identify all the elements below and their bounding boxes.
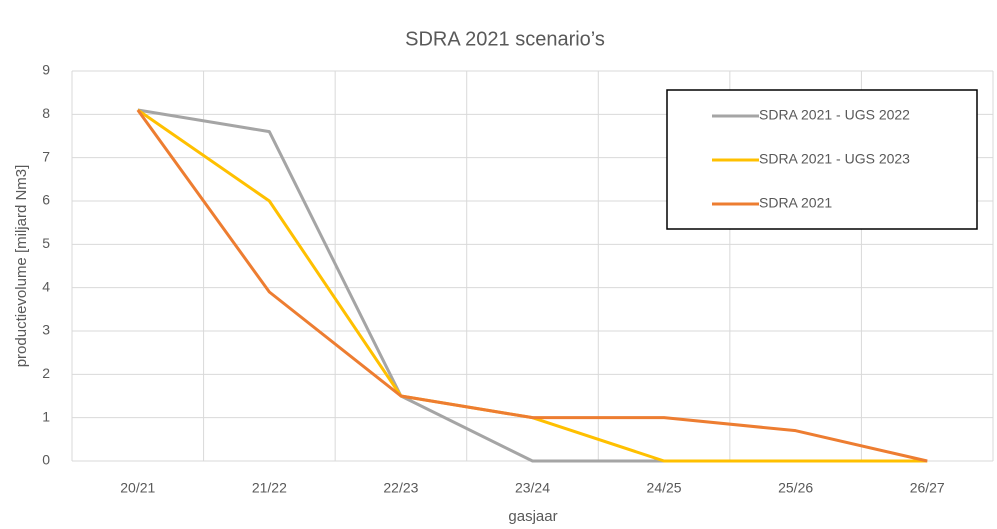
y-tick-label: 4: [42, 278, 50, 294]
y-tick-label: 0: [42, 452, 50, 468]
x-tick-label: 26/27: [910, 480, 945, 496]
y-axis-label: productievolume [miljard Nm3]: [13, 165, 30, 368]
x-axis-label: gasjaar: [508, 508, 557, 525]
y-tick-label: 2: [42, 365, 50, 381]
x-tick-label: 24/25: [647, 480, 682, 496]
x-tick-label: 25/26: [778, 480, 813, 496]
y-tick-label: 8: [42, 105, 50, 121]
x-tick-label: 21/22: [252, 480, 287, 496]
y-tick-label: 6: [42, 192, 50, 208]
legend-label: SDRA 2021 - UGS 2022: [759, 107, 910, 123]
y-tick-label: 5: [42, 235, 50, 251]
series-line: [136, 109, 928, 463]
legend-label: SDRA 2021: [759, 195, 832, 211]
legend-label: SDRA 2021 - UGS 2023: [759, 151, 910, 167]
x-tick-label: 20/21: [120, 480, 155, 496]
y-tick-label: 3: [42, 322, 50, 338]
y-tick-label: 9: [42, 62, 50, 78]
x-tick-label: 23/24: [515, 480, 550, 496]
y-tick-label: 7: [42, 148, 50, 164]
y-tick-label: 1: [42, 408, 50, 424]
chart-title: SDRA 2021 scenario’s: [405, 28, 605, 50]
x-tick-label: 22/23: [383, 480, 418, 496]
